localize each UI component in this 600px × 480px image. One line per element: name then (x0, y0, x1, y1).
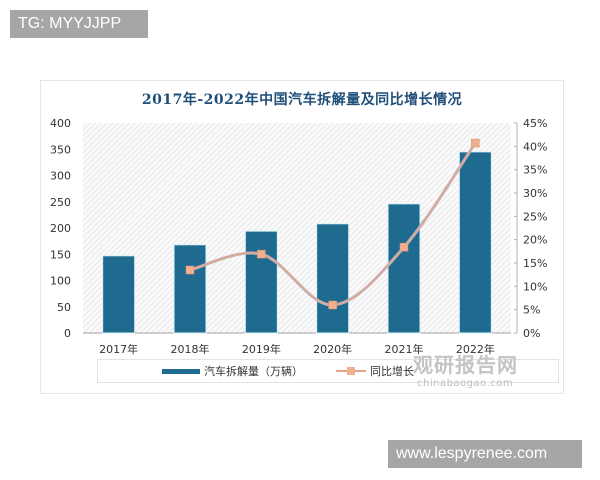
line-swatch-icon (336, 367, 366, 375)
y-tick-right: 15% (523, 257, 547, 270)
y-tick-left: 400 (50, 117, 71, 130)
y-tick-left: 100 (50, 275, 71, 288)
y-tick-left: 350 (50, 143, 71, 156)
legend-bar-label: 汽车拆解量（万辆） (204, 365, 303, 378)
growth-marker (185, 265, 195, 275)
watermark-top: TG: MYYJJPP (10, 10, 148, 38)
y-tick-left: 200 (50, 222, 71, 235)
growth-marker (328, 300, 337, 310)
logo-en: chinabaogao.com (417, 378, 514, 389)
bar-2018年 (173, 244, 207, 334)
legend-item-line: 同比增长 (336, 363, 414, 379)
growth-marker (471, 138, 480, 148)
watermark-bottom: www.lespyrenee.com (388, 440, 582, 468)
plot-background (83, 123, 511, 333)
growth-marker (257, 249, 266, 259)
x-tick-label: 2019年 (242, 342, 281, 356)
y-tick-left: 150 (50, 248, 71, 261)
y-tick-right: 10% (523, 280, 547, 293)
y-tick-left: 50 (57, 301, 71, 314)
x-tick-label: 2021年 (385, 342, 424, 356)
bar-2022年 (458, 151, 492, 334)
y-tick-right: 5% (523, 304, 540, 317)
y-tick-left: 300 (50, 170, 71, 183)
chart-plot: 0 50 100 150 200 250 300 350 400 0% 5% 10% 15% 20% 25%… (50, 117, 547, 356)
growth-marker (399, 242, 409, 252)
bar-2017年 (102, 255, 136, 334)
y-tick-right: 0% (523, 327, 540, 340)
legend-item-bar: 汽车拆解量（万辆） (162, 363, 303, 379)
bar-swatch-icon (162, 368, 200, 374)
logo-cn: 观研报告网 (413, 353, 518, 377)
source-logo: 观研报告网 chinabaogao.com (413, 349, 518, 389)
y-tick-right: 25% (523, 210, 547, 223)
bar-2020年 (316, 223, 350, 334)
x-tick-label: 2022年 (456, 342, 495, 356)
chart-legend: 汽车拆解量（万辆） 同比增长 (97, 359, 559, 383)
y-tick-right: 45% (523, 117, 547, 130)
x-tick-label: 2017年 (99, 342, 138, 356)
y-tick-right: 30% (523, 187, 547, 200)
x-tick-label: 2018年 (171, 342, 210, 356)
bar-2019年 (244, 230, 278, 334)
y-tick-right: 35% (523, 164, 547, 177)
y-tick-left: 250 (50, 196, 71, 209)
legend-line-label: 同比增长 (370, 365, 414, 378)
chart-container: 2017年-2022年中国汽车拆解量及同比增长情况 0 50 100 150 200 25… (40, 80, 564, 394)
bar-2021年 (387, 203, 421, 334)
y-tick-right: 20% (523, 234, 547, 247)
y-tick-left: 0 (64, 327, 71, 340)
chart-title: 2017年-2022年中国汽车拆解量及同比增长情况 (141, 92, 463, 108)
y-tick-right: 40% (523, 140, 547, 153)
x-tick-label: 2020年 (313, 342, 352, 356)
